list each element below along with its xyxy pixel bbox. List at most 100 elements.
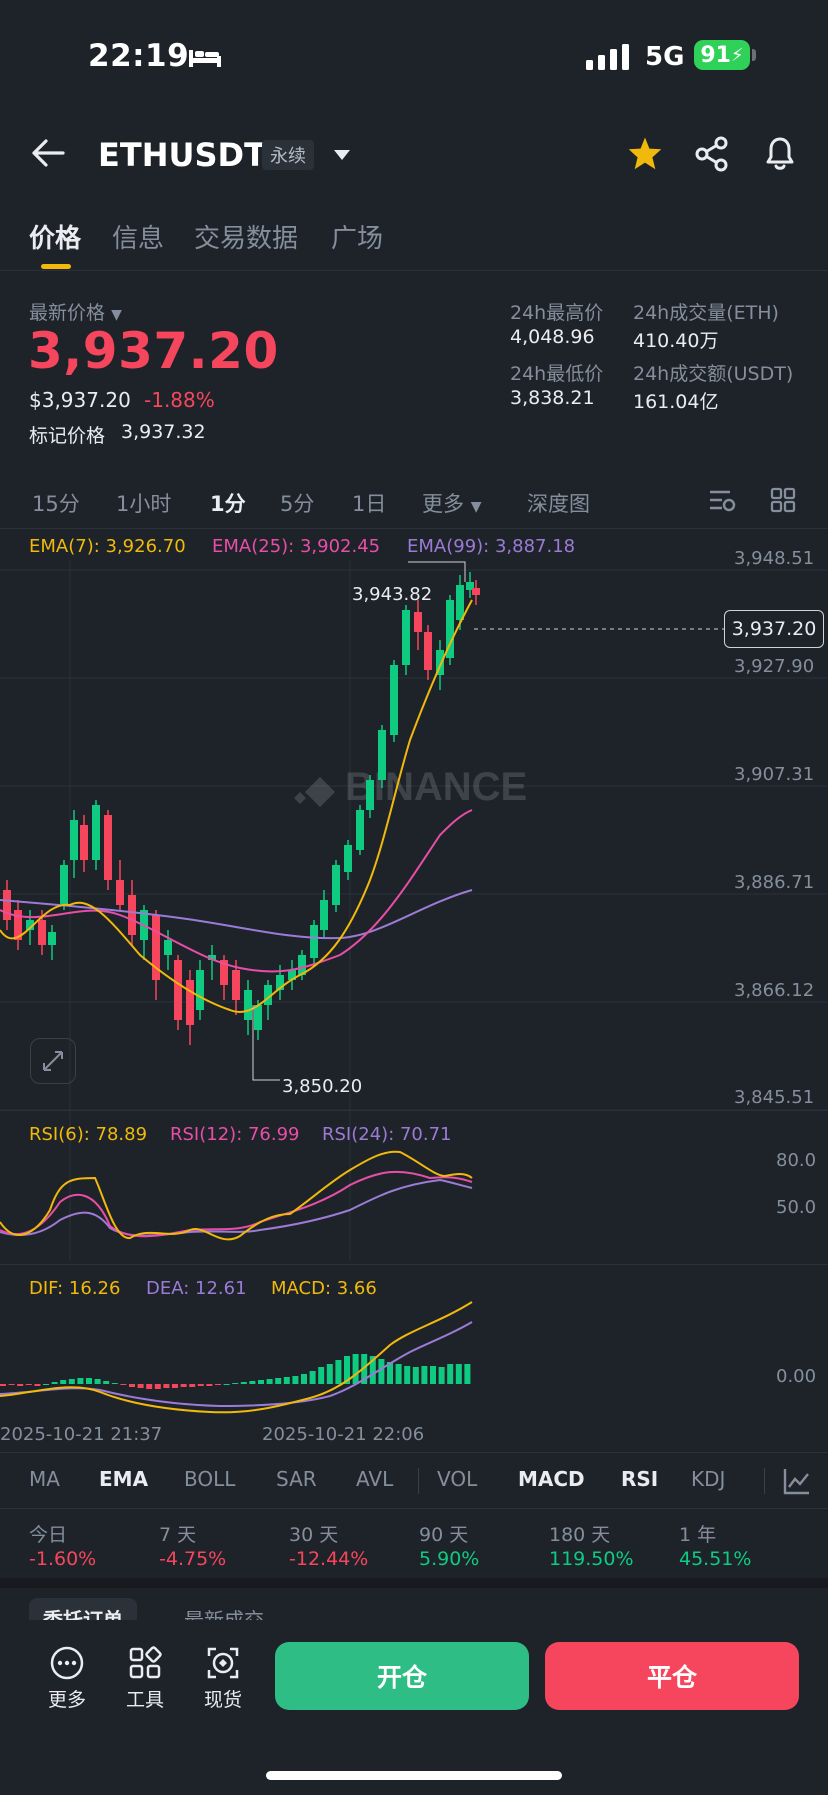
indicator-avl[interactable]: AVL bbox=[356, 1467, 394, 1491]
high-marker-line bbox=[408, 561, 466, 582]
candle-body bbox=[152, 915, 160, 980]
candle-body bbox=[276, 975, 284, 990]
macd-bar bbox=[292, 1376, 299, 1384]
more-dots-icon bbox=[50, 1646, 84, 1680]
indicator-macd[interactable]: MACD bbox=[518, 1467, 585, 1491]
status-bar: 22:19 5G 91 ⚡ bbox=[0, 0, 828, 110]
candle-body bbox=[378, 730, 386, 780]
macd-bar bbox=[146, 1384, 153, 1389]
back-arrow-icon[interactable] bbox=[30, 138, 66, 168]
macd-bar bbox=[361, 1354, 368, 1384]
depth-chart-tab[interactable]: 深度图 bbox=[527, 492, 590, 516]
vol-usdt-label: 24h成交额(USDT) bbox=[633, 363, 794, 385]
tab-square[interactable]: 广场 bbox=[331, 224, 384, 254]
candle-body bbox=[80, 825, 88, 860]
macd-bar bbox=[404, 1366, 411, 1384]
candle-body bbox=[38, 920, 46, 945]
fullscreen-button[interactable] bbox=[30, 1038, 76, 1084]
macd-chart bbox=[0, 1301, 473, 1414]
macd-bar bbox=[68, 1379, 75, 1384]
rsi12-line bbox=[0, 1170, 473, 1238]
chart-settings-icon[interactable] bbox=[708, 488, 738, 514]
timeframe-5m[interactable]: 5分 bbox=[280, 492, 315, 516]
timeframe-1d[interactable]: 1日 bbox=[352, 492, 387, 516]
dif-line bbox=[0, 1301, 473, 1414]
tools-button[interactable]: 工具 bbox=[110, 1646, 180, 1712]
layout-grid-icon[interactable] bbox=[770, 487, 796, 513]
ema25-line bbox=[0, 809, 473, 973]
latest-price-label[interactable]: 最新价格 ▼ bbox=[29, 302, 122, 324]
candlestick-chart[interactable]: BINANCE bbox=[0, 560, 828, 1260]
vol-usdt-value: 161.04亿 bbox=[633, 391, 719, 413]
macd-bar bbox=[215, 1384, 221, 1385]
binance-watermark: BINANCE bbox=[294, 765, 527, 809]
symbol-dropdown-icon[interactable] bbox=[332, 148, 352, 162]
perf-90d-value: 5.90% bbox=[419, 1548, 480, 1570]
candle-body bbox=[14, 910, 22, 940]
candle-body bbox=[3, 890, 11, 920]
tab-price[interactable]: 价格 bbox=[29, 224, 82, 254]
timeframe-more[interactable]: 更多 ▼ bbox=[422, 492, 482, 516]
low-24h-label: 24h最低价 bbox=[510, 363, 604, 385]
perf-90d-label: 90 天 bbox=[419, 1524, 469, 1546]
indicator-rsi[interactable]: RSI bbox=[621, 1467, 659, 1491]
timeframe-1h[interactable]: 1小时 bbox=[116, 492, 172, 516]
indicator-boll[interactable]: BOLL bbox=[184, 1467, 236, 1491]
tab-trading-data[interactable]: 交易数据 bbox=[194, 224, 299, 254]
timeframe-1m[interactable]: 1分 bbox=[210, 492, 246, 516]
indicator-settings-icon[interactable] bbox=[782, 1466, 812, 1496]
perf-1y-label: 1 年 bbox=[679, 1524, 717, 1546]
macd-bar bbox=[77, 1378, 84, 1384]
favorite-star-icon[interactable] bbox=[627, 136, 663, 170]
more-label: 更多 bbox=[47, 1689, 86, 1711]
open-position-button[interactable]: 开仓 bbox=[275, 1642, 529, 1710]
candle-body bbox=[26, 920, 34, 930]
tab-info[interactable]: 信息 bbox=[112, 224, 165, 254]
high-24h-label: 24h最高价 bbox=[510, 302, 604, 324]
indicator-divider bbox=[0, 1452, 828, 1453]
indicator-kdj[interactable]: KDJ bbox=[691, 1467, 726, 1491]
active-tab-indicator bbox=[41, 264, 71, 269]
ema7-label: EMA(7): 3,926.70 bbox=[29, 536, 186, 557]
indicator-vol[interactable]: VOL bbox=[437, 1467, 478, 1491]
symbol-title[interactable]: ETHUSDT bbox=[98, 136, 266, 174]
macd-bar bbox=[395, 1364, 402, 1384]
close-position-button[interactable]: 平仓 bbox=[545, 1642, 799, 1710]
indicator-sar[interactable]: SAR bbox=[276, 1467, 317, 1491]
candle-body bbox=[186, 980, 194, 1025]
macd-zero-level: 0.00 bbox=[776, 1366, 817, 1387]
latest-price-dropdown-icon: ▼ bbox=[111, 307, 122, 323]
macd-bar bbox=[378, 1359, 385, 1384]
bell-icon[interactable] bbox=[762, 134, 798, 172]
more-button[interactable]: 更多 bbox=[32, 1646, 102, 1712]
share-icon[interactable] bbox=[694, 136, 730, 172]
battery-indicator: 91 ⚡ bbox=[694, 40, 750, 70]
spot-button[interactable]: 现货 bbox=[188, 1646, 258, 1712]
dif-label: DIF: 16.26 bbox=[29, 1278, 121, 1299]
ema99-label: EMA(99): 3,887.18 bbox=[407, 536, 576, 557]
macd-bar bbox=[421, 1366, 428, 1384]
macd-histogram bbox=[0, 1354, 471, 1389]
mark-price-label: 标记价格 bbox=[29, 425, 106, 447]
macd-bar bbox=[8, 1384, 15, 1385]
timeframe-15m[interactable]: 15分 bbox=[32, 492, 80, 516]
macd-bar bbox=[223, 1384, 230, 1385]
battery-level: 91 bbox=[700, 42, 731, 68]
dea-label: DEA: 12.61 bbox=[146, 1278, 247, 1299]
candle-body bbox=[298, 955, 306, 975]
macd-bar bbox=[172, 1384, 178, 1388]
rsi6-label: RSI(6): 78.89 bbox=[29, 1124, 148, 1145]
perf-7d-label: 7 天 bbox=[159, 1524, 197, 1546]
macd-bar bbox=[189, 1384, 196, 1387]
macd-bar bbox=[335, 1360, 342, 1384]
y-axis-label-3: 3,907.31 bbox=[734, 764, 815, 785]
perf-today-value: -1.60% bbox=[29, 1548, 97, 1570]
indicator-ema[interactable]: EMA bbox=[99, 1467, 149, 1491]
rsi6-line bbox=[0, 1150, 473, 1241]
indicator-ma[interactable]: MA bbox=[29, 1467, 60, 1491]
home-indicator[interactable] bbox=[266, 1771, 562, 1780]
macd-bar bbox=[352, 1354, 359, 1384]
ema7-line bbox=[0, 599, 473, 1013]
status-time: 22:19 bbox=[88, 38, 190, 74]
rsi-divider bbox=[0, 1110, 828, 1111]
